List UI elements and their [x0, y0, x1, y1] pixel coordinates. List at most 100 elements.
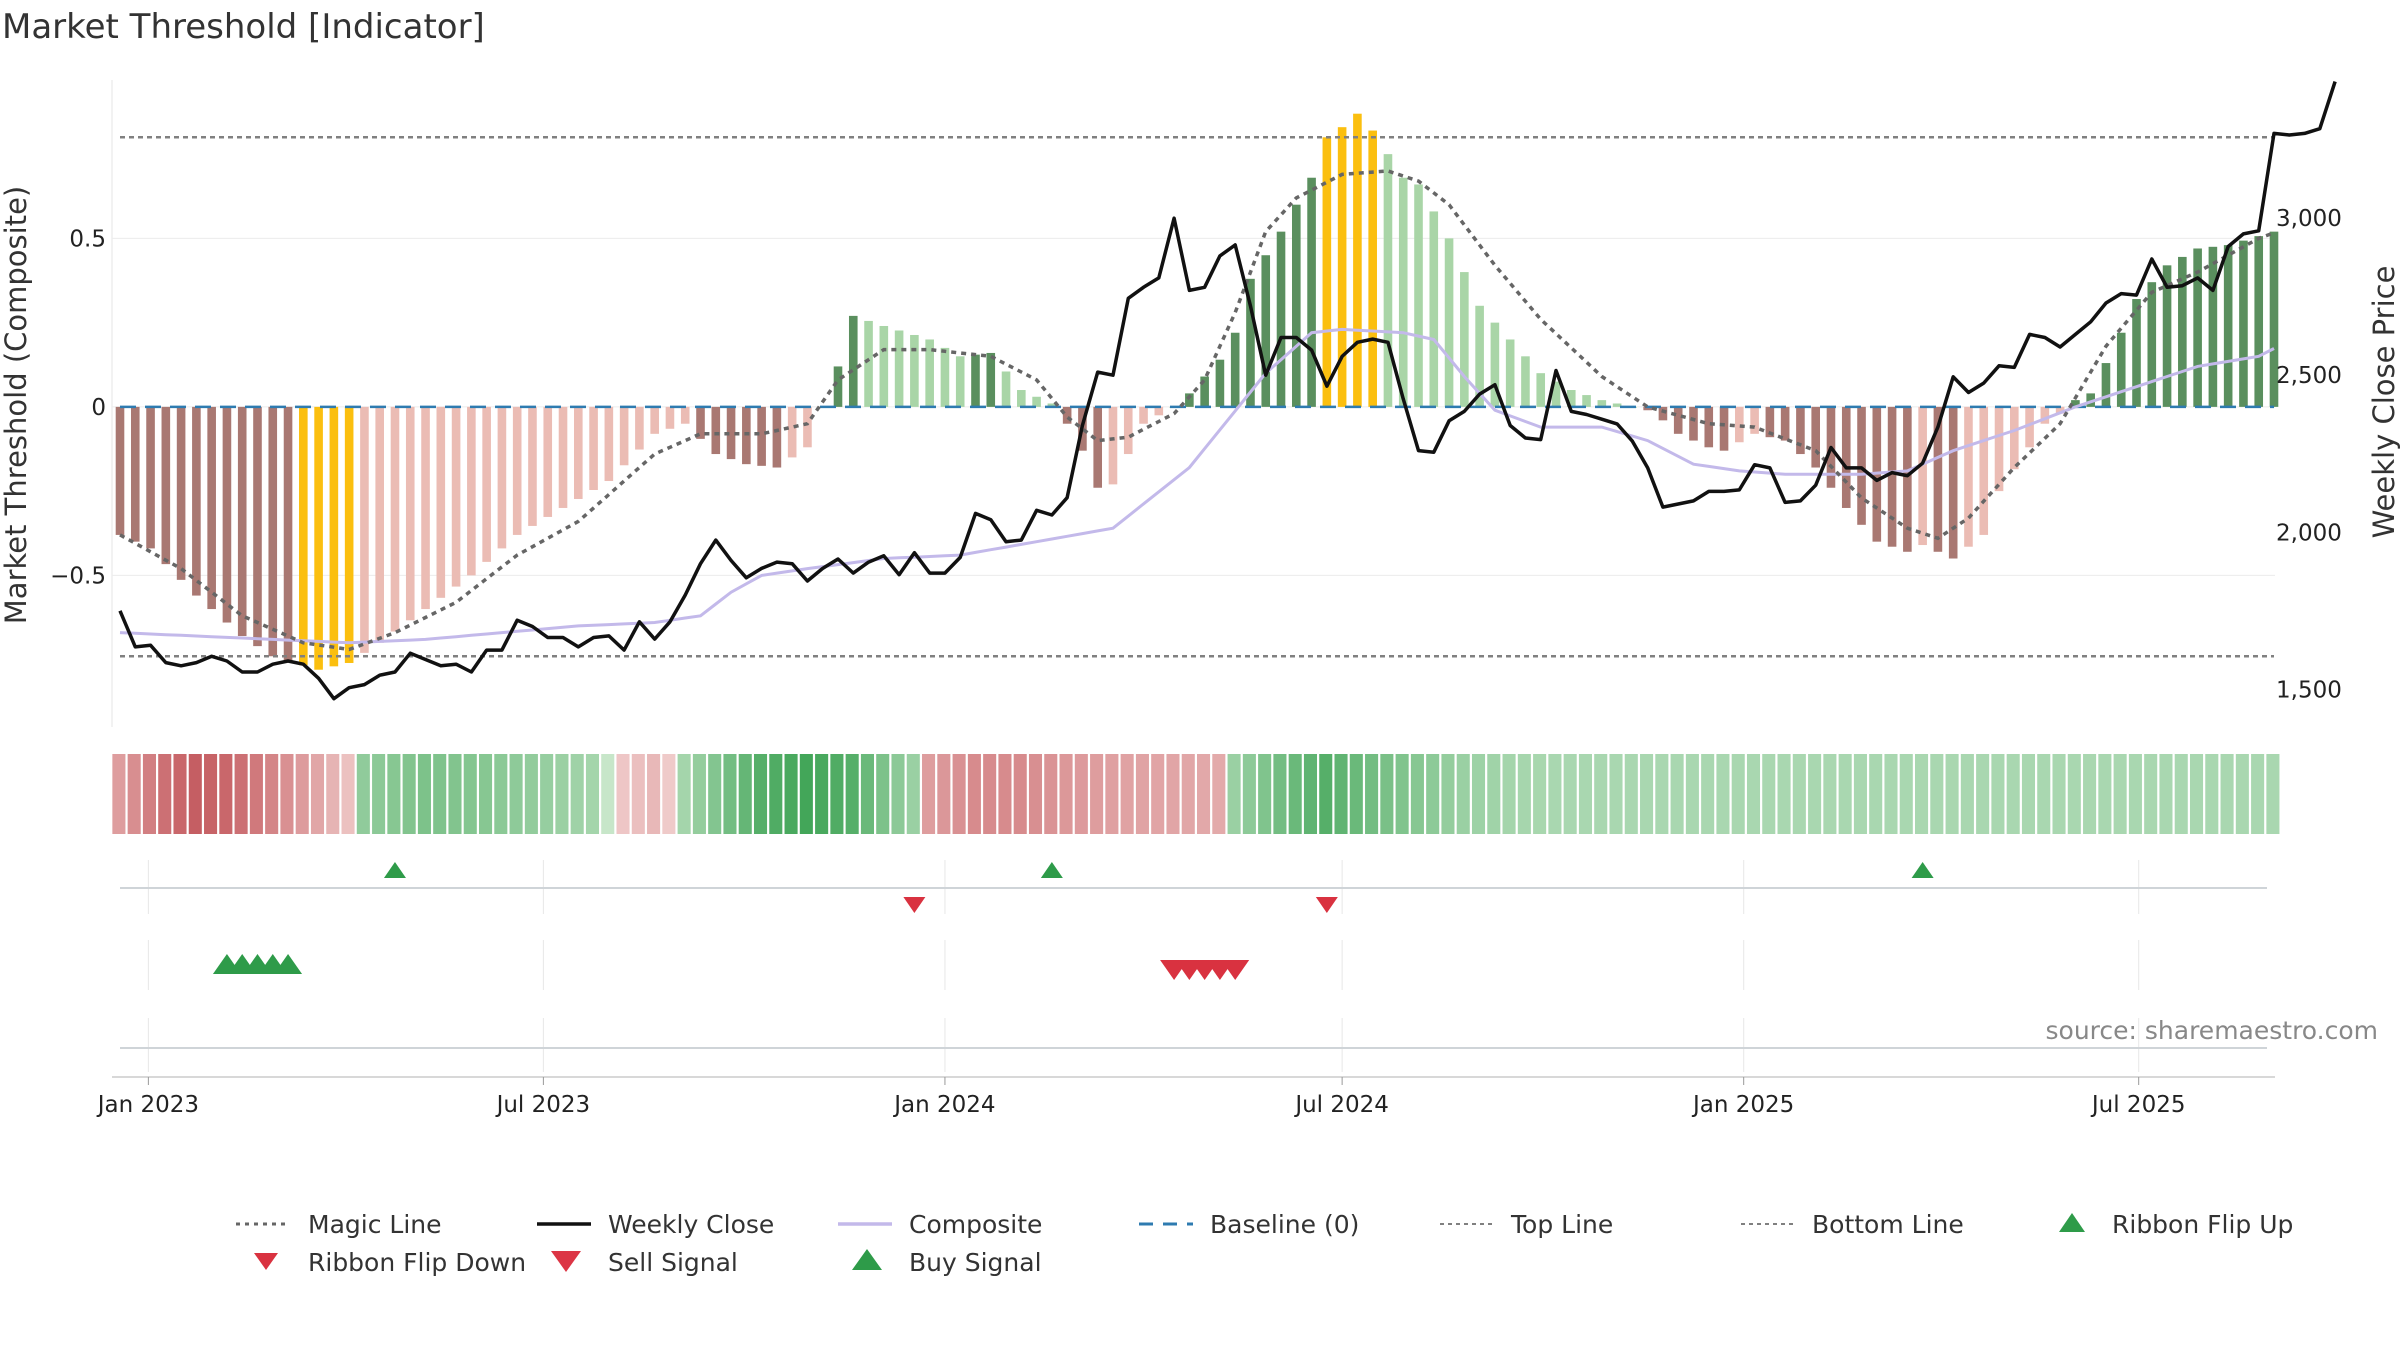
ribbon-cell [815, 754, 829, 834]
ribbon-cell [616, 754, 630, 834]
ribbon-cell [372, 754, 386, 834]
y-tick-label: 0 [91, 395, 106, 421]
ribbon-cell [509, 754, 523, 834]
x-axis-ticks: Jan 2023 Jul 2023 Jan 2024 Jul 2024 Jan 2025… [96, 1077, 2186, 1118]
ribbon-cell [2235, 754, 2249, 834]
composite-bar [1521, 356, 1530, 407]
weekly-close-line [118, 81, 2337, 701]
composite-bar [635, 406, 644, 450]
composite-bar [1903, 406, 1912, 552]
ribbon-cell [1746, 754, 1761, 834]
legend-label-buy-signal: Buy Signal [909, 1248, 1042, 1277]
composite-bar [1765, 406, 1775, 438]
composite-bar [711, 406, 721, 455]
legend-label-composite: Composite [909, 1210, 1042, 1239]
composite-bar [1735, 406, 1744, 443]
composite-bar [1704, 406, 1714, 448]
ribbon-cell [830, 754, 844, 834]
legend-label-sell-signal: Sell Signal [608, 1248, 738, 1277]
ribbon-cell [769, 754, 783, 834]
ribbon-cell [1303, 754, 1318, 834]
ribbon-cell [1288, 754, 1302, 834]
ribbon-cell [173, 754, 187, 834]
ribbon-cell [1426, 754, 1440, 834]
composite-bar [2223, 245, 2233, 407]
ribbon-cell [1258, 754, 1272, 834]
composite-bar [360, 406, 369, 653]
ribbon-cell [2098, 754, 2112, 834]
ribbon-cell [998, 754, 1012, 834]
ribbon-cell [326, 754, 340, 834]
composite-bar [1933, 406, 1943, 552]
ribbon-cell [2128, 754, 2142, 834]
composite-bar [375, 406, 385, 643]
legend-item-baseline: Baseline (0) [1139, 1210, 1359, 1239]
composite-bar [1750, 406, 1759, 434]
ribbon-cell [601, 754, 615, 834]
composite-bar [1047, 403, 1057, 407]
ribbon-cell [1074, 754, 1088, 834]
ribbon-cell [1548, 754, 1562, 834]
ribbon-cell [799, 754, 813, 834]
ribbon-cell [280, 754, 294, 834]
x-tick-label: Jul 2025 [2090, 1092, 2186, 1118]
ribbon-strip [112, 754, 2280, 834]
legend-label-weekly-close: Weekly Close [608, 1210, 774, 1239]
ribbon-cell [2006, 754, 2020, 834]
left-axis-ticks: 0.5 0 −0.5 [50, 226, 106, 589]
ribbon-cell [494, 754, 508, 834]
composite-bar [1215, 359, 1225, 407]
ribbon-cell [295, 754, 309, 834]
ribbon-flip-down-marker [903, 897, 926, 913]
legend-item-buy-signal: Buy Signal [852, 1248, 1042, 1277]
composite-bar [1154, 406, 1164, 416]
source-note: source: sharemaestro.com [2046, 1016, 2379, 1045]
ribbon-cell [1410, 754, 1424, 834]
ribbon-cell [677, 754, 691, 834]
ribbon-cell [1578, 754, 1592, 834]
ribbon-cell [1319, 754, 1333, 834]
composite-bar [1490, 322, 1500, 407]
ribbon-cell [402, 754, 416, 834]
composite-bar [925, 339, 934, 407]
ribbon-cell [1960, 754, 1974, 834]
ribbon-cell [1471, 754, 1486, 834]
ribbon-cell [1594, 754, 1608, 834]
composite-bar [1307, 177, 1316, 407]
ribbon-cell [1915, 754, 1929, 834]
composite-bar [1796, 406, 1805, 455]
ribbon-cell [1899, 754, 1913, 834]
ribbon-cell [234, 754, 248, 834]
ribbon-cell [585, 754, 600, 834]
legend-label-magic-line: Magic Line [308, 1210, 442, 1239]
composite-bar [528, 406, 537, 526]
composite-bar [1032, 396, 1041, 407]
ribbon-cell [555, 754, 569, 834]
composite-bar [2009, 406, 2019, 470]
ribbon-cell [753, 754, 768, 834]
ribbon-cell [463, 754, 477, 834]
ribbon-cell [1120, 754, 1134, 834]
composite-bar [1673, 406, 1683, 434]
composite-bar [1857, 406, 1866, 525]
legend-label-top-line: Top Line [1510, 1210, 1613, 1239]
composite-bar [2132, 299, 2141, 407]
composite-bar [971, 354, 980, 407]
ribbon-cell [631, 754, 645, 834]
composite-bar [467, 406, 476, 576]
composite-bar [2116, 332, 2126, 407]
composite-bar [2162, 265, 2172, 407]
ribbon-cell [1456, 754, 1470, 834]
composite-bar [161, 406, 171, 565]
composite-bar [1017, 390, 1026, 407]
ribbon-cell [1792, 754, 1806, 834]
composite-bar [2178, 256, 2187, 407]
composite-bar [268, 406, 278, 657]
composite-bar [910, 334, 919, 407]
composite-bar [2025, 406, 2034, 448]
composite-bar [665, 406, 675, 429]
ribbon-cell [1105, 754, 1119, 834]
ribbon-cell [1670, 754, 1684, 834]
composite-bar [894, 330, 904, 407]
y2-tick-label: 2,000 [2276, 520, 2342, 546]
